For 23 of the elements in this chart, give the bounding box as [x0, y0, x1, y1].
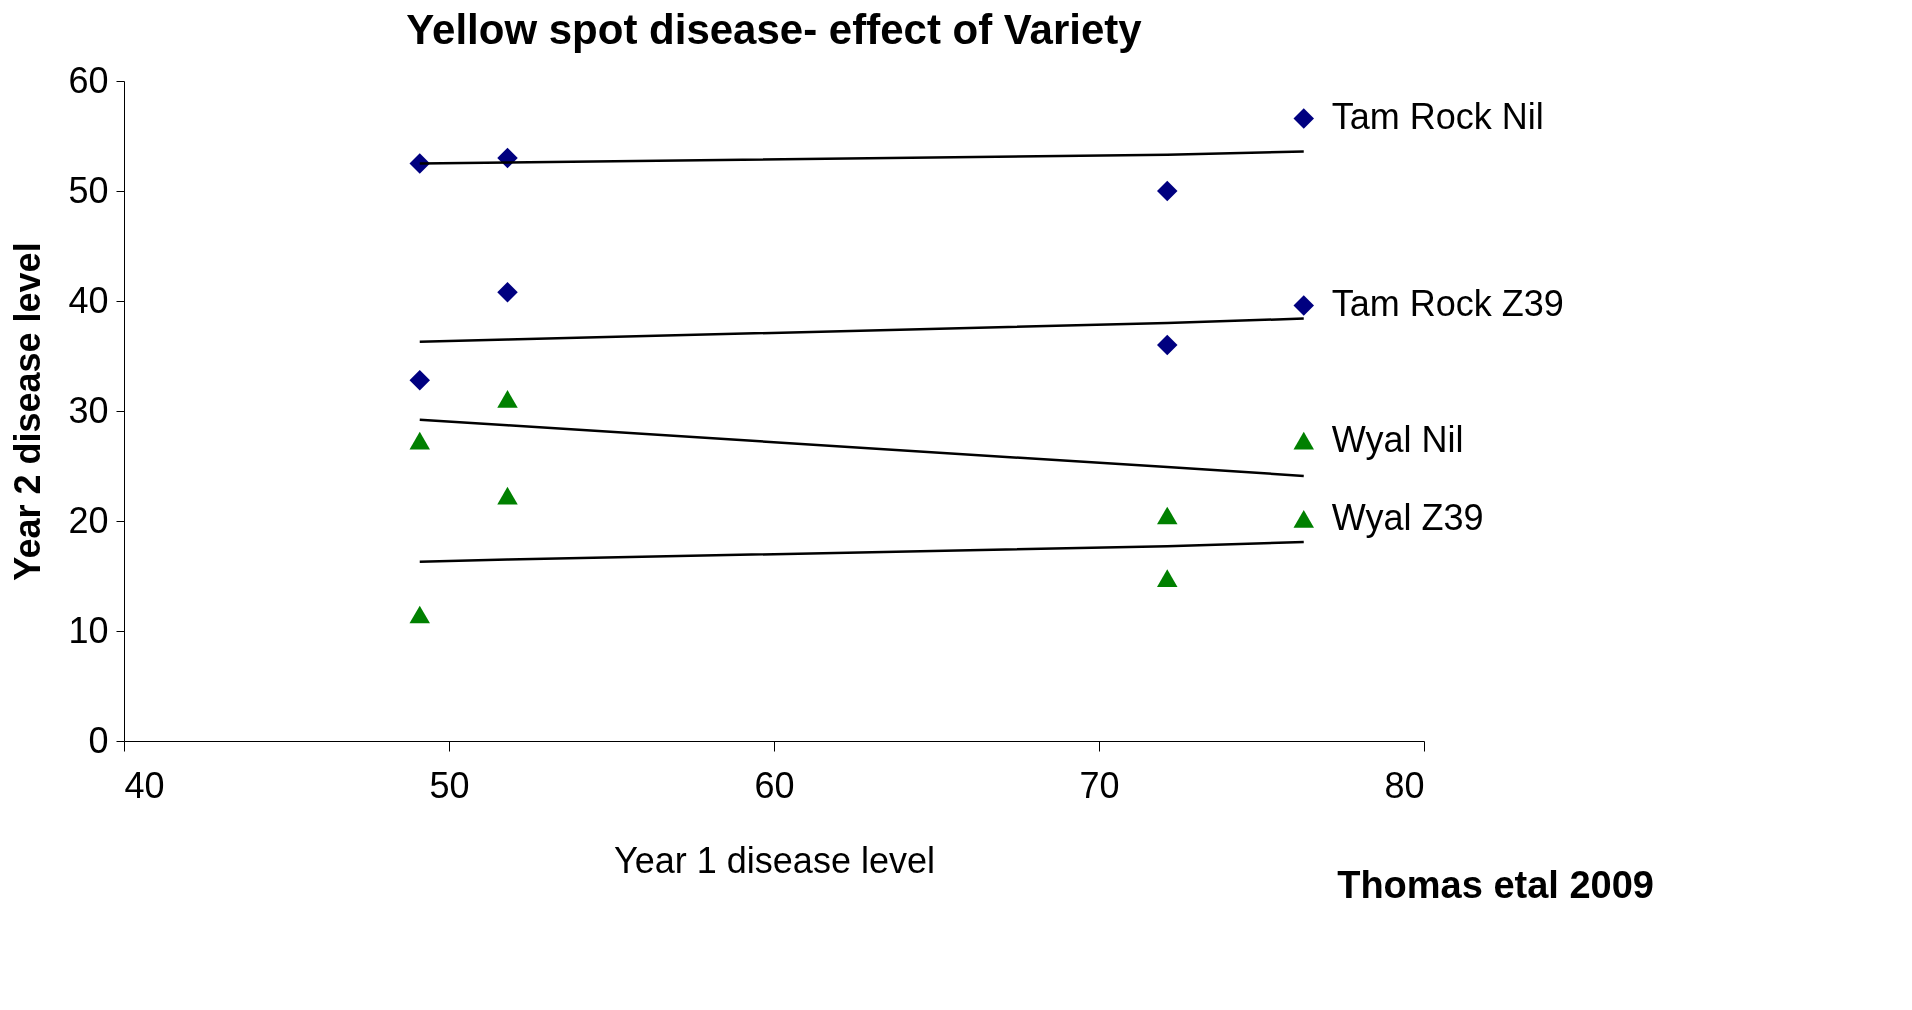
series-label: Wyal Nil [1331, 418, 1464, 460]
line-series [418, 317, 1305, 343]
y-tick-label: 20 [68, 499, 109, 541]
y-tick-label: 50 [68, 169, 109, 211]
x-axis-title: Year 1 disease level [614, 839, 935, 881]
series-label: Wyal Z39 [1331, 496, 1484, 538]
y-tick-label: 40 [68, 279, 109, 321]
x-tick-label: 50 [429, 764, 470, 806]
series-label: Tam Rock Z39 [1331, 283, 1564, 325]
line-series [418, 418, 1305, 478]
x-tick-label: 40 [124, 764, 165, 806]
y-tick-label: 30 [68, 389, 109, 431]
x-tick-label: 70 [1079, 764, 1120, 806]
y-tick-label: 60 [68, 59, 109, 101]
y-axis-title: Year 2 disease level [7, 242, 49, 581]
y-tick-label: 0 [88, 719, 109, 761]
chart-title: Yellow spot disease- effect of Variety [406, 6, 1143, 53]
x-tick-label: 60 [754, 764, 795, 806]
y-tick-label: 10 [68, 609, 109, 651]
series-label: Tam Rock Nil [1331, 96, 1544, 138]
text: Thomas etal 2009 [1337, 864, 1654, 906]
x-tick-label: 80 [1384, 764, 1425, 806]
line-series [418, 540, 1305, 563]
